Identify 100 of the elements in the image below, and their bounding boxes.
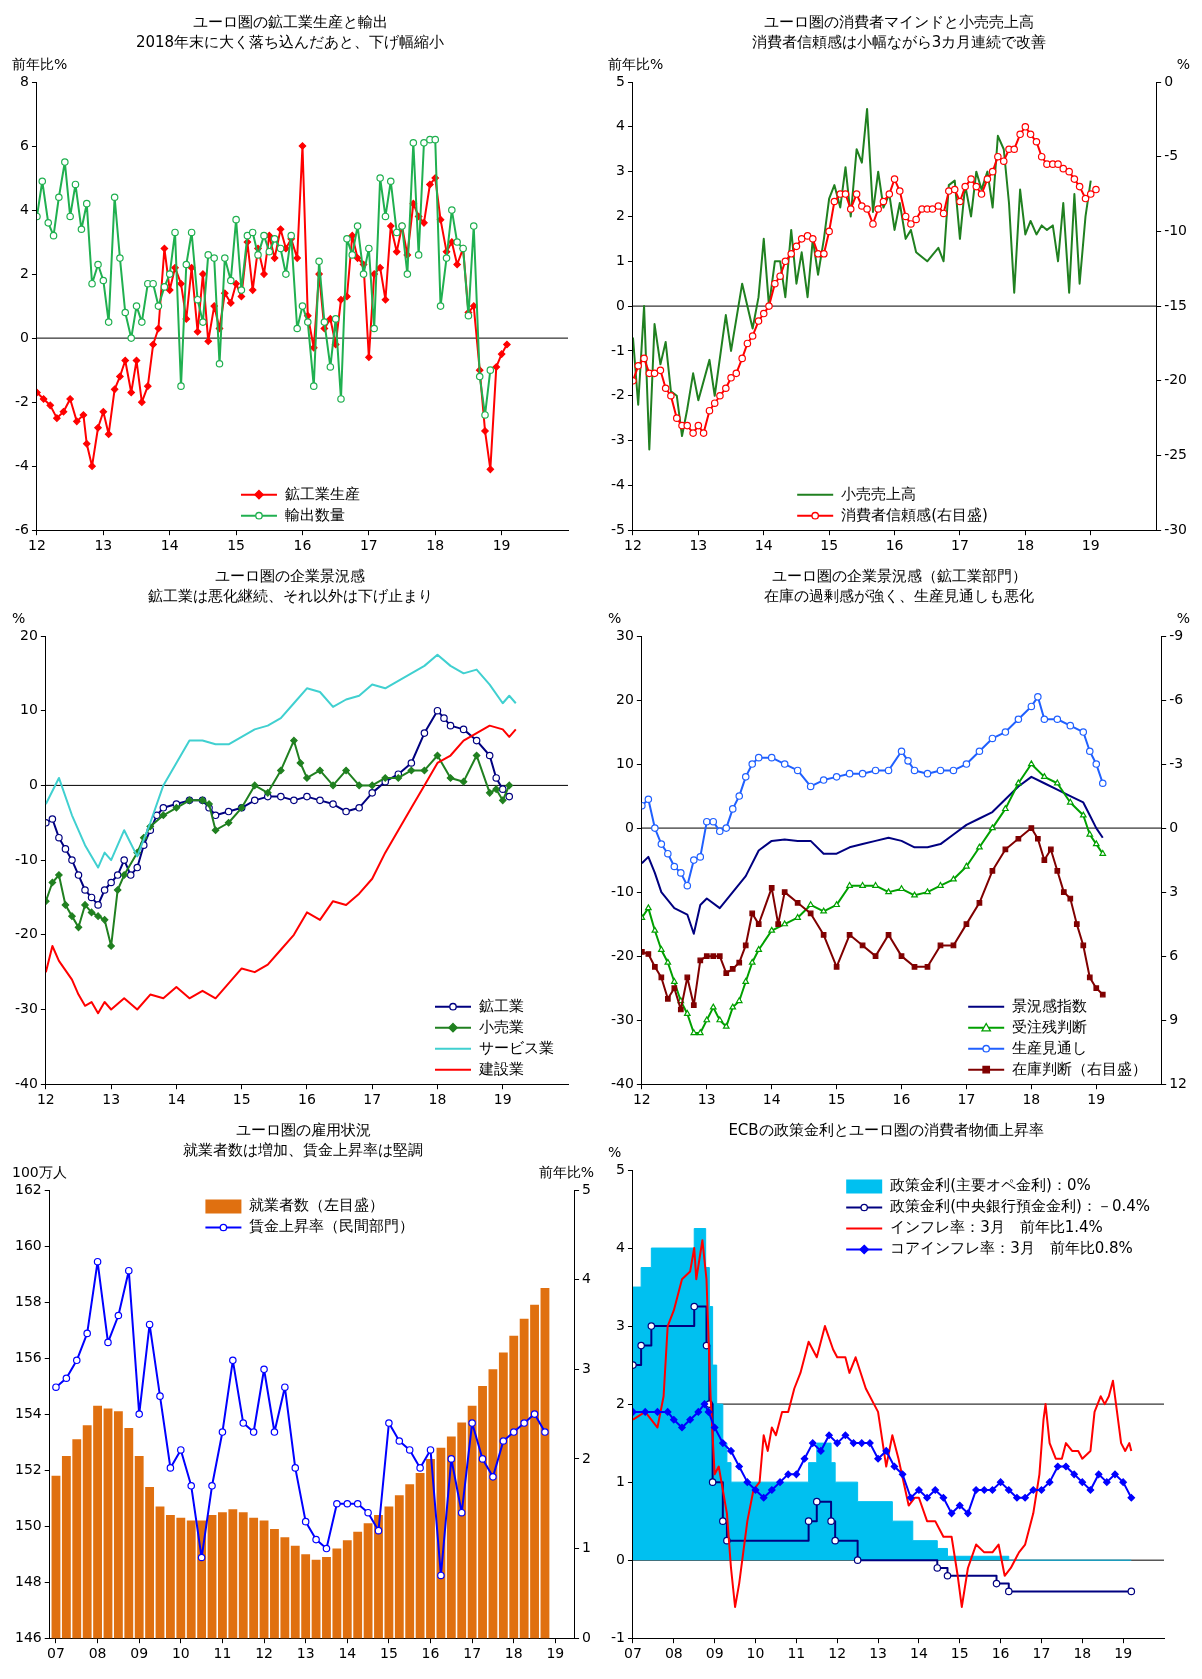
y-tick-label: 10 xyxy=(20,701,38,718)
y-tick-label: 1 xyxy=(616,1472,625,1489)
x-tick-label: 15 xyxy=(227,537,246,554)
y-tick-label: 154 xyxy=(14,1404,42,1421)
x-tick-label: 13 xyxy=(94,537,113,554)
x-tick-label: 19 xyxy=(1087,1091,1106,1108)
y-axis-title: 前年比% xyxy=(12,55,68,72)
x-tick-label: 14 xyxy=(338,1645,357,1662)
x-tick-label: 12 xyxy=(28,537,46,554)
legend-label: 景況感指数 xyxy=(1012,996,1088,1015)
y2-tick-label: 0 xyxy=(1164,72,1174,89)
x-tick-label: 18 xyxy=(1022,1091,1041,1108)
y2-tick-label: 12 xyxy=(1169,1074,1188,1091)
x-tick-label: 18 xyxy=(428,1091,447,1108)
y2-axis-title: % xyxy=(1176,609,1190,626)
y-axis-title: % xyxy=(12,609,26,626)
x-tick-label: 17 xyxy=(951,537,969,554)
x-tick-label: 18 xyxy=(426,537,445,554)
legend-label: 生産見通し xyxy=(1012,1038,1088,1057)
y2-tick-label: 4 xyxy=(582,1270,592,1287)
x-tick-label: 13 xyxy=(869,1645,887,1662)
x-tick-label: 11 xyxy=(787,1645,806,1662)
x-tick-label: 14 xyxy=(167,1091,186,1108)
x-tick-label: 09 xyxy=(705,1645,724,1662)
legend-label: 建設業 xyxy=(478,1059,524,1078)
chart-title: ユーロ圏の鉱工業生産と輸出 xyxy=(192,12,388,31)
x-tick-label: 14 xyxy=(762,1091,781,1108)
x-tick-label: 09 xyxy=(130,1645,149,1662)
x-tick-label: 08 xyxy=(664,1645,683,1662)
y-tick-label: -1 xyxy=(610,341,625,358)
y-tick-label: -40 xyxy=(610,1074,634,1091)
x-tick-label: 19 xyxy=(1114,1645,1133,1662)
x-tick-label: 16 xyxy=(991,1645,1010,1662)
y2-tick-label: -3 xyxy=(1169,754,1184,771)
y-tick-label: 160 xyxy=(14,1236,42,1253)
y-tick-label: 5 xyxy=(616,1160,625,1177)
x-tick-label: 13 xyxy=(689,537,708,554)
y-axis-title: 100万人 xyxy=(12,1163,67,1180)
x-tick-label: 18 xyxy=(504,1645,523,1662)
x-tick-label: 16 xyxy=(885,537,904,554)
y-tick-label: 5 xyxy=(616,72,625,89)
y-tick-label: 3 xyxy=(616,162,625,179)
y-tick-label: -2 xyxy=(14,392,29,409)
y2-axis-title: 前年比% xyxy=(538,1163,594,1180)
y-tick-label: -30 xyxy=(610,1010,634,1027)
y-tick-label: 146 xyxy=(14,1628,42,1645)
y-tick-label: 6 xyxy=(20,136,30,153)
y-tick-label: 20 xyxy=(20,626,38,643)
x-tick-label: 12 xyxy=(255,1645,273,1662)
x-tick-label: 13 xyxy=(296,1645,315,1662)
y-tick-label: 20 xyxy=(616,690,634,707)
y-tick-label: 10 xyxy=(616,754,634,771)
x-tick-label: 19 xyxy=(492,537,511,554)
y2-tick-label: 0 xyxy=(582,1628,592,1645)
y-tick-label: 3 xyxy=(616,1316,625,1333)
x-tick-label: 16 xyxy=(421,1645,440,1662)
x-tick-label: 10 xyxy=(746,1645,765,1662)
y-tick-label: 4 xyxy=(616,1238,626,1255)
y-tick-label: 30 xyxy=(616,626,634,643)
y-tick-label: -20 xyxy=(14,925,38,942)
legend-label: 受注残判断 xyxy=(1012,1017,1088,1036)
y-tick-label: 0 xyxy=(616,296,625,313)
y2-tick-label: 5 xyxy=(582,1180,592,1197)
legend-label: 在庫判断（右目盛） xyxy=(1012,1059,1148,1078)
y2-tick-label: 3 xyxy=(1169,882,1179,899)
x-tick-label: 12 xyxy=(624,537,642,554)
y2-tick-label: 9 xyxy=(1169,1010,1179,1027)
y-tick-label: -40 xyxy=(14,1074,38,1091)
legend-label: 政策金利(中央銀行預金金利)：－0.4% xyxy=(890,1197,1150,1216)
x-tick-label: 14 xyxy=(909,1645,928,1662)
y-tick-label: -10 xyxy=(610,882,634,899)
chart-subtitle: 2018年末に大く落ち込んだあと、下げ幅縮小 xyxy=(135,32,445,51)
y-tick-label: 4 xyxy=(616,117,626,134)
x-tick-label: 15 xyxy=(379,1645,398,1662)
legend-label: 鉱工業生産 xyxy=(284,484,360,503)
y-tick-label: 152 xyxy=(14,1460,42,1477)
x-tick-label: 17 xyxy=(1032,1645,1051,1662)
y2-axis-title: % xyxy=(1176,55,1190,72)
legend-label: 政策金利(主要オペ金利)：0% xyxy=(890,1176,1091,1195)
legend-label: 小売業 xyxy=(479,1017,524,1036)
y-tick-label: -1 xyxy=(610,1628,625,1645)
y-tick-label: -2 xyxy=(610,386,625,403)
x-tick-label: 08 xyxy=(88,1645,107,1662)
y-tick-label: 4 xyxy=(20,200,30,217)
y-tick-label: 1 xyxy=(616,251,625,268)
y-tick-label: 0 xyxy=(28,776,38,793)
y-tick-label: 0 xyxy=(20,328,29,345)
y-tick-label: -30 xyxy=(14,1000,38,1017)
x-tick-label: 15 xyxy=(827,1091,846,1108)
y-tick-label: 0 xyxy=(616,1550,625,1567)
y2-tick-label: 3 xyxy=(582,1359,592,1376)
chart-subtitle: 鉱工業は悪化継続、それ以外は下げ止まり xyxy=(147,586,433,605)
x-tick-label: 12 xyxy=(632,1091,651,1108)
x-tick-label: 16 xyxy=(892,1091,911,1108)
chart-title: ECBの政策金利とユーロ圏の消費者物価上昇率 xyxy=(728,1120,1044,1139)
chart-title: ユーロ圏の企業景況感（鉱工業部門） xyxy=(771,566,1027,585)
x-tick-label: 15 xyxy=(820,537,839,554)
y2-tick-label: 6 xyxy=(1169,946,1179,963)
legend-label: 輸出数量 xyxy=(284,505,345,524)
y2-tick-label: -10 xyxy=(1164,222,1188,239)
